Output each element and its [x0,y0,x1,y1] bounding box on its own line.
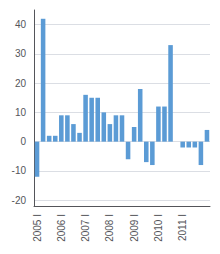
svg-text:2009 I: 2009 I [129,214,140,242]
svg-text:2006 I: 2006 I [56,214,67,242]
svg-text:2008 I: 2008 I [104,214,115,242]
svg-text:40: 40 [15,19,27,30]
svg-text:2007 I: 2007 I [80,214,91,242]
svg-text:2010 I: 2010 I [153,214,164,242]
svg-text:10: 10 [15,107,27,118]
svg-text:2005 I: 2005 I [32,214,43,242]
svg-text:20: 20 [15,78,27,89]
svg-text:30: 30 [15,48,27,59]
svg-text:2011 I: 2011 I [177,214,188,241]
svg-text:-10: -10 [12,165,27,176]
svg-text:0: 0 [20,136,26,147]
svg-text:-20: -20 [12,195,27,206]
